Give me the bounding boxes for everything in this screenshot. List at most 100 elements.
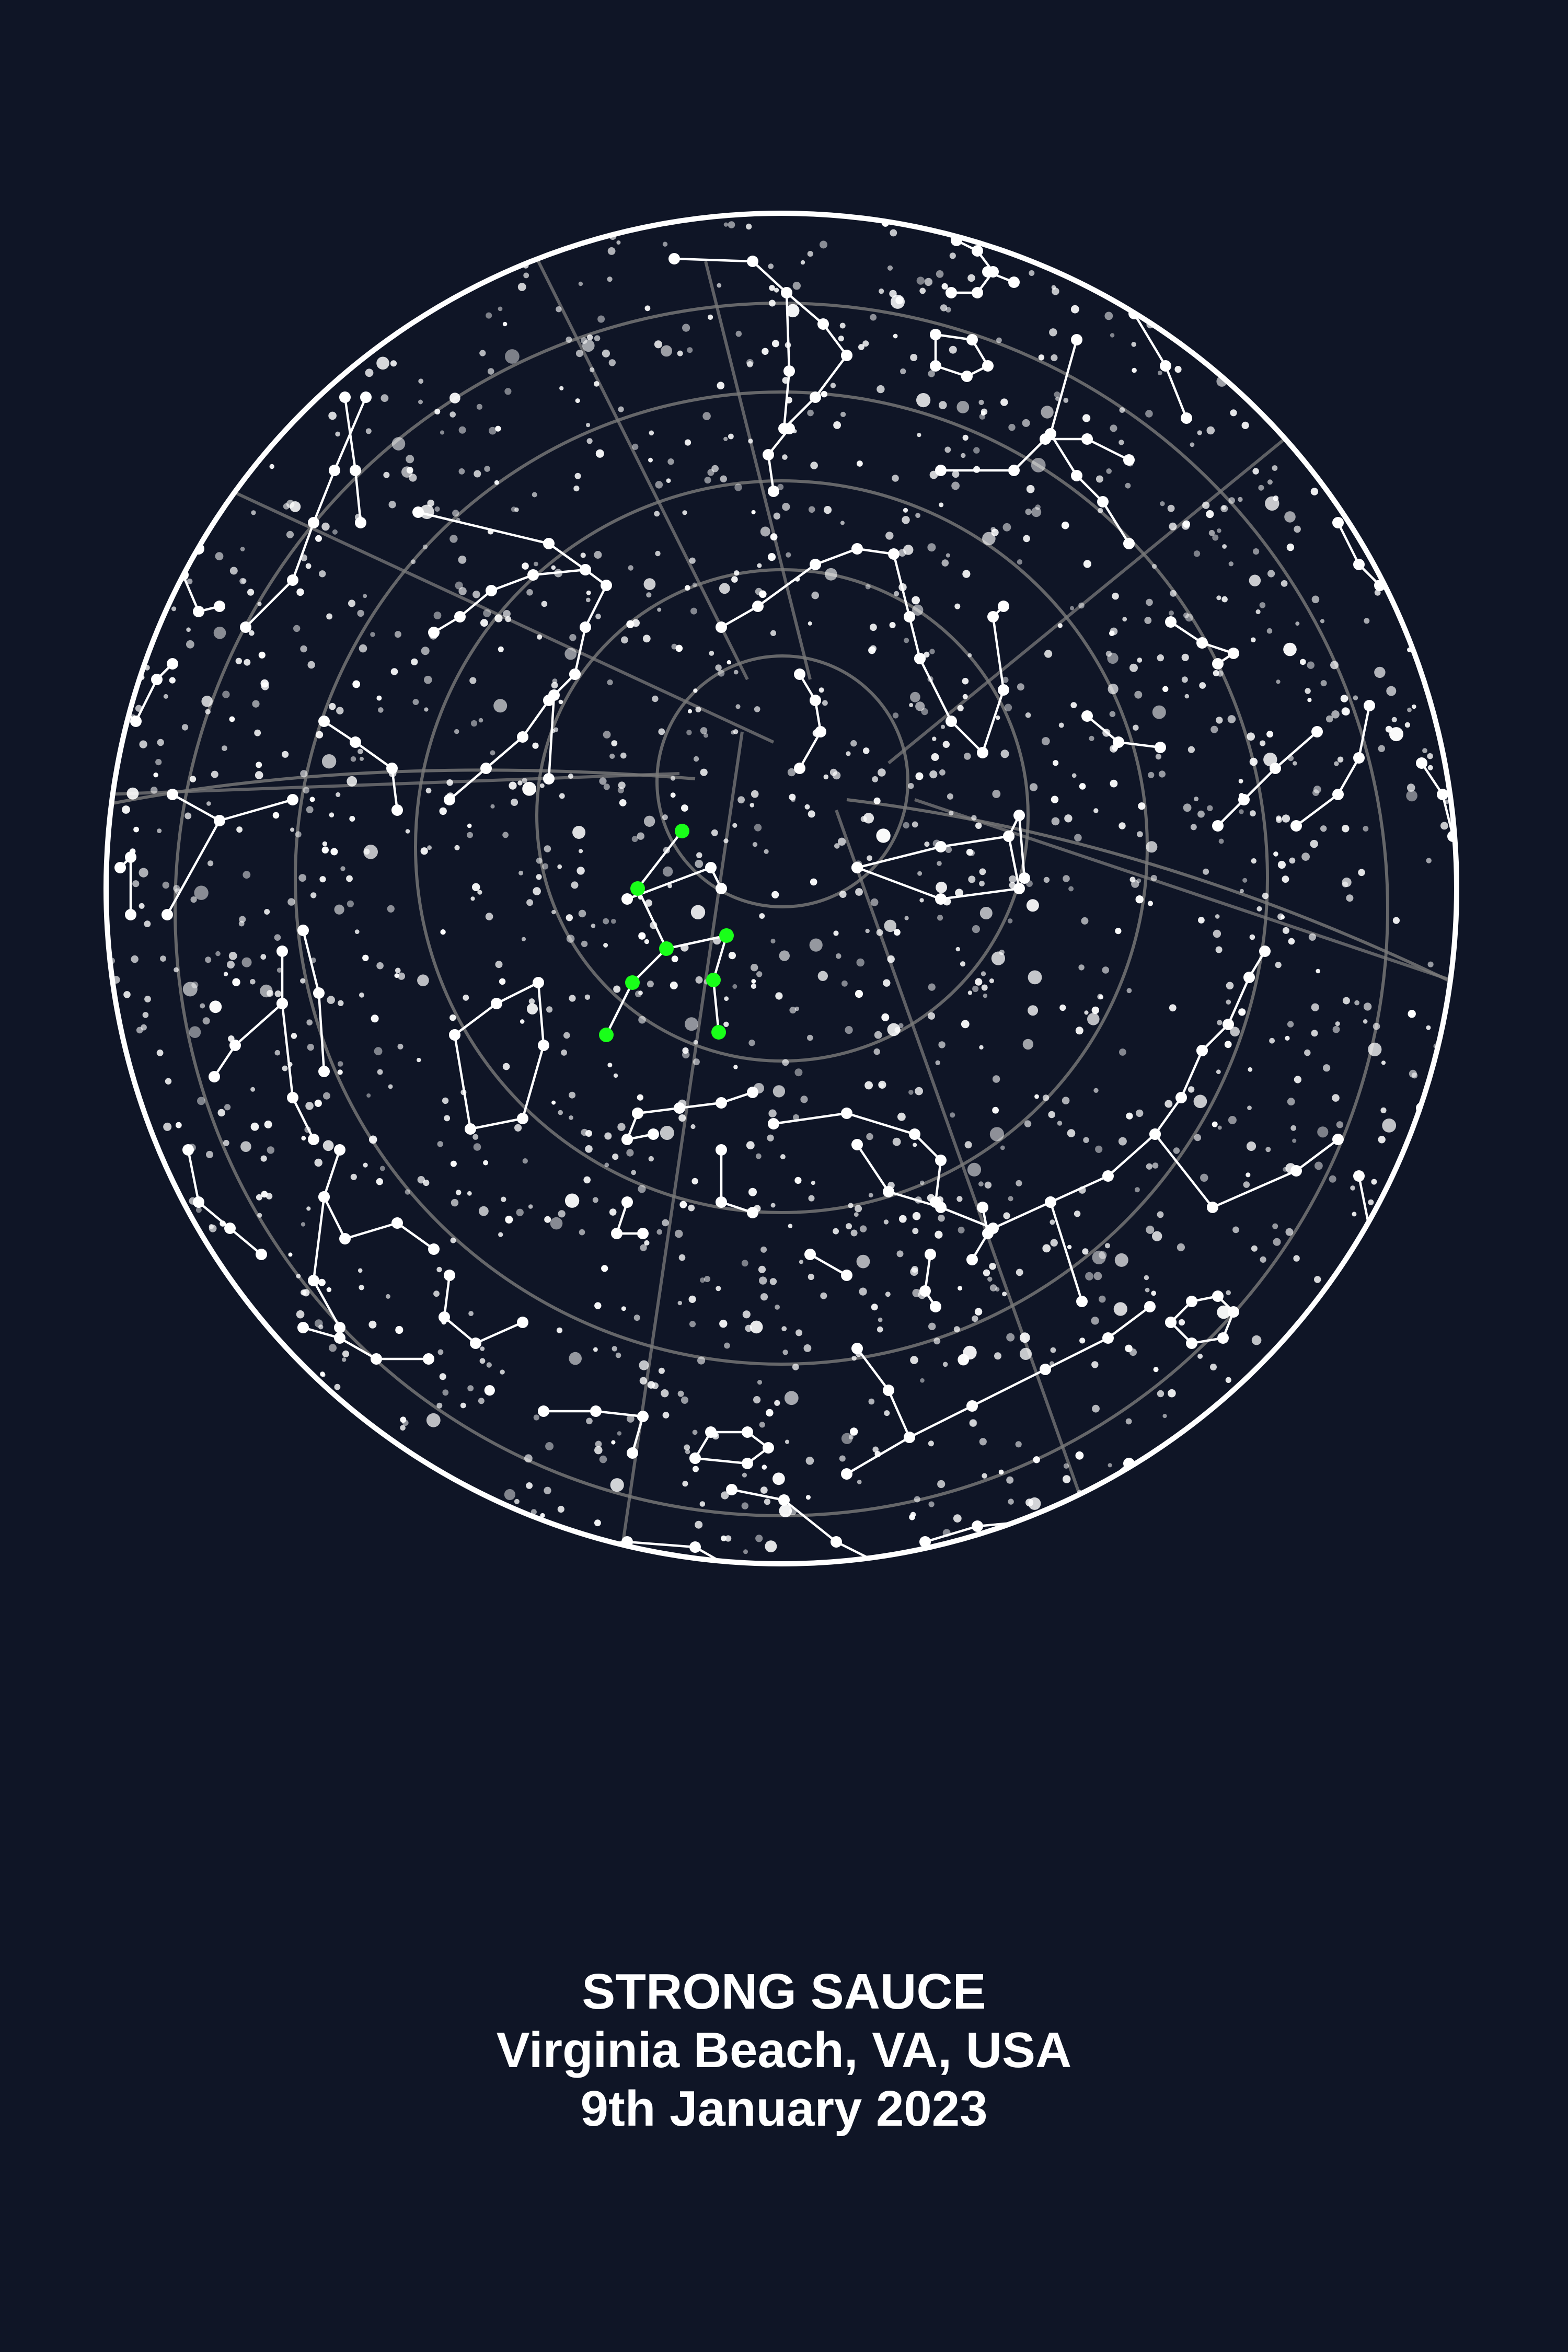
star: [483, 1160, 489, 1166]
constellation-star: [961, 371, 973, 382]
star: [336, 792, 341, 797]
star: [1126, 1112, 1133, 1120]
star: [347, 776, 358, 787]
star: [315, 535, 322, 542]
star: [1208, 529, 1215, 536]
star: [941, 283, 948, 290]
star: [1217, 528, 1221, 533]
constellation-star: [783, 423, 795, 434]
constellation-star: [883, 1186, 894, 1197]
star: [904, 638, 909, 643]
constellation-star: [768, 1118, 779, 1129]
constellation-star: [193, 606, 204, 617]
star: [1119, 440, 1124, 445]
poster-caption: STRONG SAUCE Virginia Beach, VA, USA 9th…: [0, 1963, 1568, 2138]
constellation-star: [569, 668, 581, 680]
star: [607, 679, 613, 686]
star: [1215, 946, 1223, 953]
star: [405, 1189, 410, 1195]
star: [558, 1110, 563, 1115]
star: [759, 913, 765, 919]
star: [1044, 650, 1053, 658]
star: [301, 1289, 307, 1296]
star: [171, 606, 177, 612]
star: [305, 1102, 314, 1110]
star: [323, 1092, 330, 1100]
star: [1049, 328, 1057, 337]
star: [467, 1385, 474, 1392]
star: [264, 909, 270, 915]
star: [866, 1133, 873, 1140]
star: [1078, 602, 1085, 609]
star: [1250, 810, 1256, 817]
star: [544, 1216, 551, 1223]
star: [894, 929, 901, 936]
highlight-star: [675, 824, 689, 838]
star: [1217, 1020, 1223, 1025]
star: [534, 561, 538, 567]
constellation-star: [391, 804, 403, 816]
star: [1295, 621, 1300, 626]
star: [868, 1193, 873, 1198]
star: [891, 294, 905, 309]
star: [1148, 771, 1155, 778]
star: [662, 866, 673, 877]
star: [855, 1205, 862, 1213]
star: [717, 283, 722, 288]
star: [274, 990, 282, 997]
constellation-star: [1196, 637, 1208, 649]
star: [768, 263, 774, 269]
star: [563, 1032, 570, 1039]
star: [973, 447, 980, 454]
star: [1157, 1390, 1165, 1398]
constellation-star: [977, 1202, 988, 1213]
star: [1212, 1121, 1218, 1127]
star: [972, 985, 979, 993]
star: [321, 754, 337, 769]
star: [474, 470, 481, 478]
star: [693, 756, 699, 762]
star: [494, 480, 499, 485]
star: [610, 1478, 624, 1492]
star: [232, 978, 240, 986]
star: [695, 976, 703, 984]
constellation-star: [412, 506, 424, 518]
star: [952, 470, 960, 478]
star: [962, 570, 971, 578]
star: [272, 812, 280, 819]
star: [160, 955, 166, 962]
star: [1096, 475, 1103, 483]
star: [573, 486, 580, 492]
star: [532, 742, 539, 749]
star: [746, 361, 753, 367]
star: [621, 1306, 626, 1311]
star: [808, 810, 815, 818]
star: [390, 668, 398, 675]
star: [1146, 841, 1158, 853]
star: [1197, 1353, 1203, 1359]
star: [572, 826, 586, 839]
star: [1144, 617, 1152, 624]
star: [1251, 637, 1256, 642]
star: [449, 535, 458, 543]
star: [702, 412, 711, 420]
constellation-star: [716, 1144, 727, 1156]
star: [1063, 1463, 1069, 1469]
constellation-star: [517, 1113, 528, 1124]
star: [871, 1304, 878, 1311]
hour-line: [107, 768, 696, 806]
star: [544, 1486, 551, 1494]
star: [661, 345, 672, 357]
star: [924, 841, 930, 847]
star: [577, 867, 585, 875]
star: [805, 1457, 814, 1465]
star: [654, 511, 660, 517]
constellation-star: [1102, 1170, 1114, 1182]
star: [191, 981, 199, 989]
star: [446, 779, 453, 786]
star: [1097, 994, 1103, 1000]
constellation-star: [224, 1223, 236, 1234]
star: [458, 426, 466, 434]
star: [1267, 479, 1273, 485]
star: [931, 753, 939, 761]
